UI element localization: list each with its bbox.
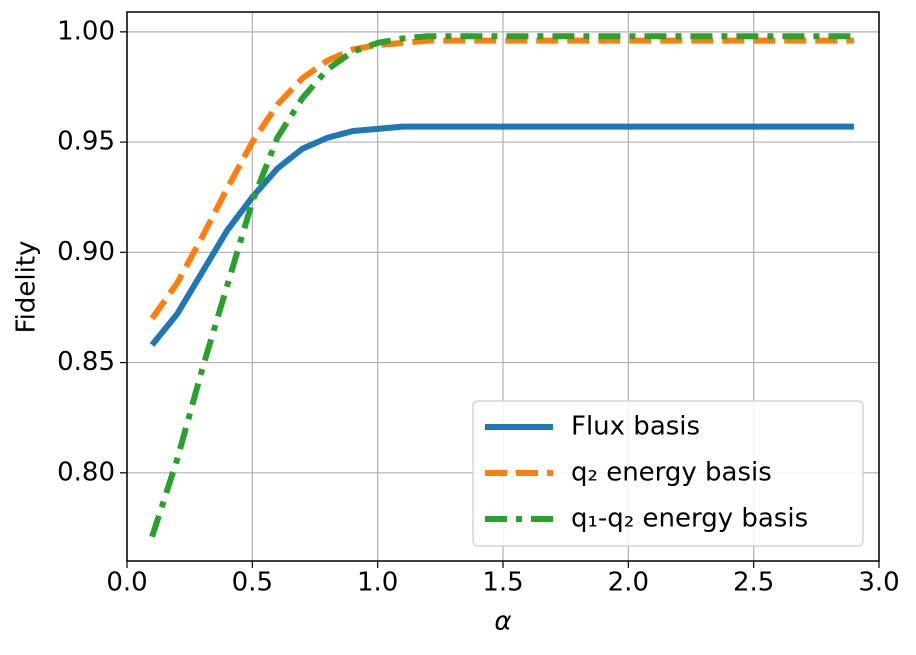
y-tick-label: 0.80 [57, 457, 115, 487]
x-tick-label: 3.0 [858, 568, 899, 598]
data-line [149, 37, 854, 321]
data-line [149, 33, 854, 538]
x-axis-label: α [494, 607, 511, 637]
legend-label: q₂ energy basis [571, 458, 772, 488]
legend-label: q₁-q₂ energy basis [571, 504, 808, 534]
y-tick-label: 0.95 [57, 127, 115, 157]
data-line [149, 123, 854, 347]
axes-frame [126, 11, 880, 562]
x-tick-label: 1.0 [357, 568, 398, 598]
legend-box [472, 400, 864, 547]
legend-label: Flux basis [571, 412, 700, 442]
x-tick-label: 1.5 [482, 568, 523, 598]
x-tick-label: 0.0 [106, 568, 147, 598]
x-tick-label: 2.5 [733, 568, 774, 598]
x-tick-label: 0.5 [232, 568, 273, 598]
y-axis-label: Fidelity [12, 241, 42, 334]
x-tick-label: 2.0 [608, 568, 649, 598]
y-tick-label: 1.00 [57, 16, 115, 46]
y-tick-label: 0.90 [57, 237, 115, 267]
y-tick-label: 0.85 [57, 347, 115, 377]
